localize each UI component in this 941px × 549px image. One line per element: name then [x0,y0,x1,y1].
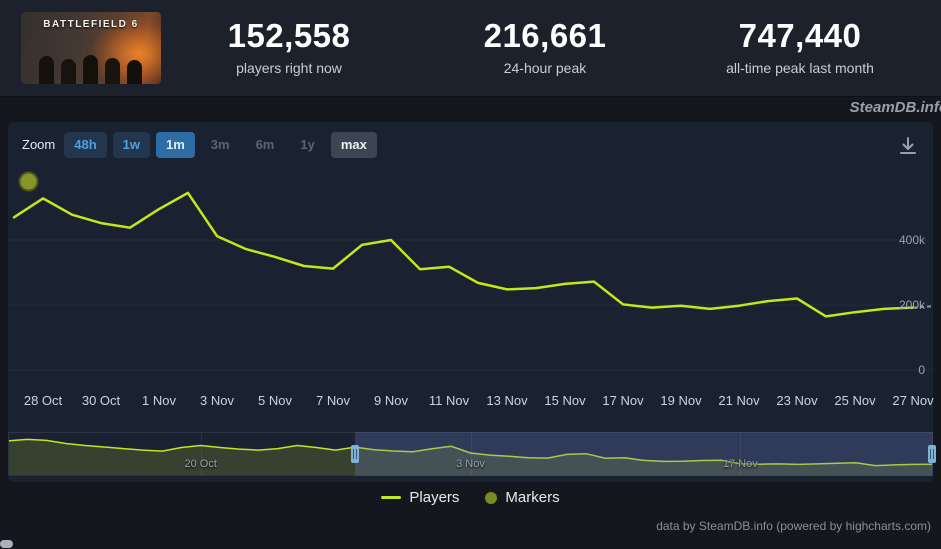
markers-dot-swatch [485,491,498,504]
x-axis-label: 30 Oct [81,393,121,408]
game-title: BATTLEFIELD 6 [43,19,139,30]
legend-players-label: Players [409,489,460,506]
zoom-button-3m[interactable]: 3m [201,132,240,158]
x-axis-label: 5 Nov [258,393,292,408]
navigator-area-fill [8,439,933,476]
x-axis-label: 17 Nov [602,393,644,408]
x-axis-label: 7 Nov [316,393,350,408]
zoom-button-6m[interactable]: 6m [246,132,285,158]
y-axis-label: 0 [918,363,925,377]
highcharts-credits-link[interactable]: data by SteamDB.info (powered by highcha… [656,519,931,533]
steamdb-watermark-link[interactable]: SteamDB.info [849,99,941,116]
scrollbar-thumb[interactable] [0,540,13,548]
x-axis-labels: 28 Oct 30 Oct 1 Nov 3 Nov 5 Nov 7 Nov 9 Nov 11 … [8,393,934,411]
legend-item-markers[interactable]: Markers [485,489,560,506]
navigator-gridline [470,432,472,476]
x-axis-label: 23 Nov [776,393,818,408]
players-series-line [12,191,915,318]
stat-24h-peak: 216,661 24-hour peak [415,17,675,76]
download-icon[interactable] [897,135,919,157]
navigator-gridline [200,432,202,476]
zoom-label: Zoom [22,137,56,153]
alltime-peak-value: 747,440 [738,17,862,54]
navigator-date-label: 17 Nov [722,458,758,470]
navigator-selection[interactable] [354,432,933,476]
soldiers-silhouette [39,56,54,84]
y-axis-label: 200k [898,298,925,312]
zoom-button-1w[interactable]: 1w [112,132,150,158]
x-axis-label: 25 Nov [834,393,876,408]
zoom-toolbar: Zoom 48h 1w 1m 3m 6m 1y max [22,132,377,158]
x-axis-label: 21 Nov [718,393,760,408]
stat-alltime-peak: 747,440 all-time peak last month [670,17,930,76]
zoom-button-max[interactable]: max [330,132,377,158]
zoom-button-1y[interactable]: 1y [290,132,324,158]
navigator-left-handle[interactable] [350,445,359,463]
navigator-chart[interactable] [8,432,933,476]
chart-panel: Zoom 48h 1w 1m 3m 6m 1y max 28 Oct 30 Oct 1 Nov 3… [8,122,936,482]
zoom-button-48h[interactable]: 48h [64,132,107,158]
game-capsule-image: BATTLEFIELD 6 [21,12,161,84]
x-axis-label: 9 Nov [374,393,408,408]
navigator-date-label: 3 Nov [456,458,485,470]
legend-markers-label: Markers [505,489,560,506]
x-axis-label: 27 Nov [892,393,934,408]
x-axis-label: 28 Oct [23,393,63,408]
y-axis-label: 400k [898,233,925,247]
legend-item-players[interactable]: Players [381,489,459,506]
x-axis-label: 3 Nov [200,393,234,408]
partial-day-dashed-line [912,305,933,309]
zoom-button-group: 48h 1w 1m 3m 6m 1y max [64,132,377,158]
x-axis-label: 15 Nov [544,393,586,408]
navigator-gridline [740,432,742,476]
24h-peak-value: 216,661 [483,17,607,54]
alltime-peak-label: all-time peak last month [726,60,874,76]
x-axis-label: 1 Nov [142,393,176,408]
x-axis-label: 19 Nov [660,393,702,408]
chart-legend: Players Markers [0,489,941,506]
x-axis-label: 13 Nov [486,393,528,408]
zoom-button-1m[interactable]: 1m [155,132,195,158]
navigator-right-handle[interactable] [928,445,936,463]
marker-annotation[interactable] [18,171,39,192]
x-axis-label: 11 Nov [428,393,470,408]
stat-current-players: 152,558 players right now [159,17,419,76]
current-players-value: 152,558 [227,17,351,54]
header: BATTLEFIELD 6 152,558 players right now … [0,0,941,97]
players-line-swatch [381,496,402,499]
players-chart-plot[interactable] [8,168,933,394]
24h-peak-label: 24-hour peak [503,60,587,76]
navigator-line [8,438,933,467]
navigator-date-label: 20 Oct [184,458,217,470]
current-players-label: players right now [236,60,342,76]
